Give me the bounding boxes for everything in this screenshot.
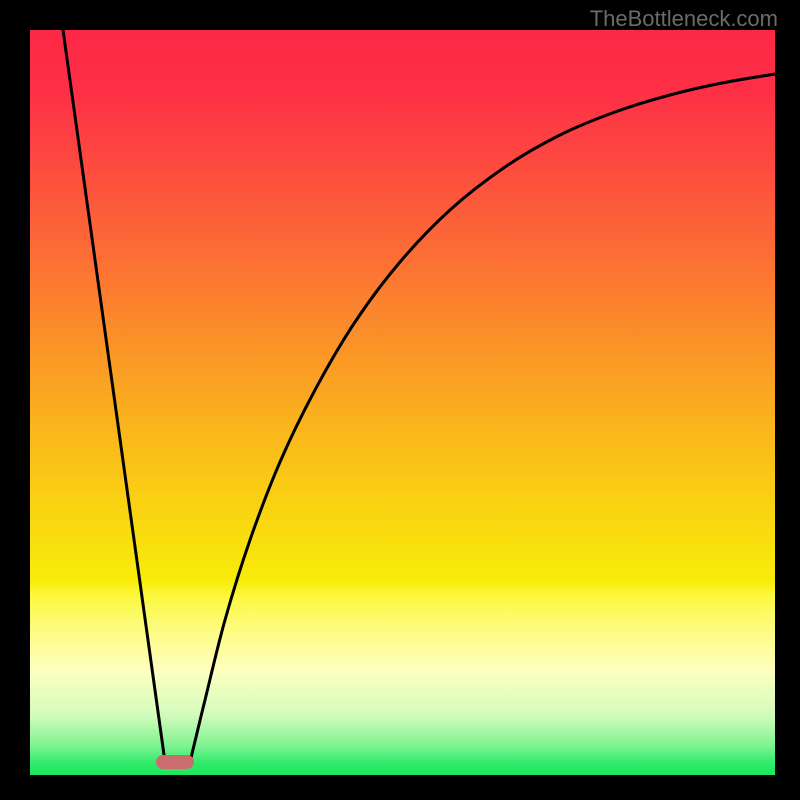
plot-background: [30, 30, 775, 775]
chart-svg: [0, 0, 800, 800]
bottleneck-chart: TheBottleneck.com: [0, 0, 800, 800]
minimum-marker: [156, 755, 194, 769]
watermark-text: TheBottleneck.com: [590, 6, 778, 32]
